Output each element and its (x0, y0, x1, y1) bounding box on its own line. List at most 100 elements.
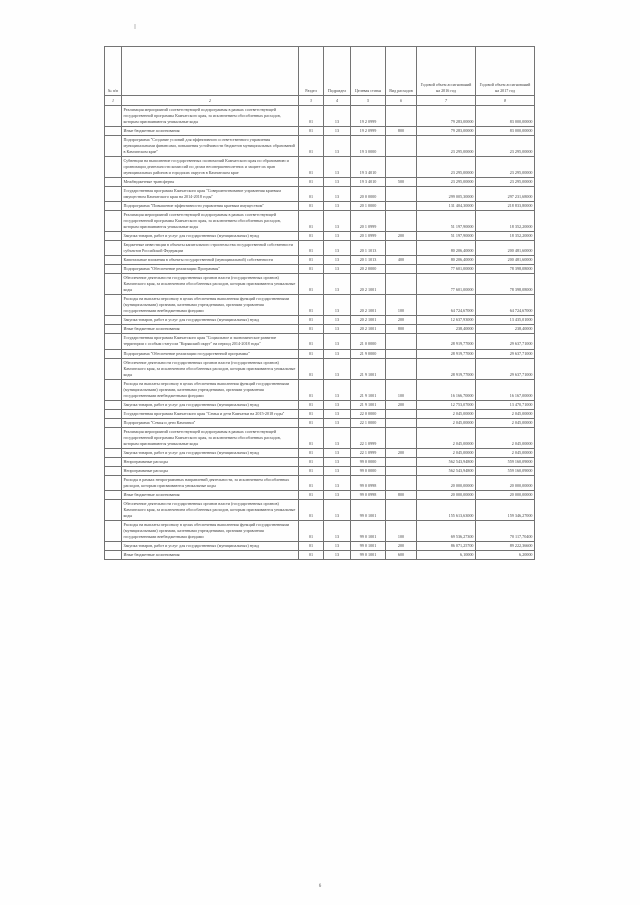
row-number (104, 357, 122, 380)
row-expense-name: Государственная программа Камчатского кр… (121, 186, 299, 203)
row-expense-name: Подпрограмма "Семья и дети Камчатки" (121, 417, 299, 428)
row-razdel: 01 (298, 333, 324, 350)
row-amount-2017: 6,20000 (475, 549, 535, 560)
row-podrazdel: 13 (323, 126, 351, 137)
row-expense-name: Расходы в рамках непрограммных направлен… (121, 474, 299, 491)
row-number (104, 456, 122, 467)
row-razdel: 01 (298, 294, 324, 317)
row-celevaya-statya: 19 3 4010 (350, 156, 386, 179)
row-podrazdel: 13 (323, 417, 351, 428)
row-number (104, 186, 122, 203)
row-number (104, 408, 122, 419)
row-podrazdel: 13 (323, 447, 351, 458)
row-podrazdel: 13 (323, 333, 351, 350)
row-vid-rashodov (385, 201, 417, 212)
row-amount-2016: 2 045,00000 (416, 447, 476, 458)
row-number (104, 498, 122, 521)
row-amount-2017: 200 481,60000 (475, 240, 535, 257)
row-expense-name: Государственная программа Камчатского кр… (121, 333, 299, 350)
row-vid-rashodov: 500 (385, 177, 417, 188)
table-row: Иные бюджетные ассигнования 01 13 19 2 0999… (104, 126, 535, 137)
row-expense-name: Закупка товаров, работ и услуг для госуд… (121, 399, 299, 410)
row-vid-rashodov (385, 426, 417, 449)
row-number (104, 540, 122, 551)
row-vid-rashodov (385, 156, 417, 179)
page-number: 6 (318, 884, 322, 889)
row-razdel: 01 (298, 315, 324, 326)
row-number (104, 324, 122, 335)
row-amount-2017: 559 160,09000 (475, 465, 535, 476)
row-podrazdel: 13 (323, 156, 351, 179)
row-podrazdel: 13 (323, 264, 351, 275)
row-podrazdel: 13 (323, 519, 351, 542)
row-number (104, 255, 122, 266)
row-podrazdel: 13 (323, 201, 351, 212)
row-amount-2017: 23 295,00000 (475, 177, 535, 188)
row-number (104, 210, 122, 233)
row-vid-rashodov (385, 333, 417, 350)
table-row: Подпрограмма "Создание условий для эффек… (104, 135, 535, 158)
table-row: Непрограммные расходы 01 13 99 0 0000 562 54… (104, 465, 535, 476)
row-celevaya-statya: 22 0 0000 (350, 408, 386, 419)
row-number (104, 294, 122, 317)
row-amount-2017: 83 000,00000 (475, 104, 535, 128)
row-vid-rashodov (385, 498, 417, 521)
row-razdel: 01 (298, 255, 324, 266)
column-number-2: 2 (121, 95, 299, 106)
row-vid-rashodov (385, 417, 417, 428)
row-expense-name: Реализация мероприятий соответствующей п… (121, 210, 299, 233)
row-podrazdel: 13 (323, 324, 351, 335)
row-expense-name: Расходы на выплаты персоналу в целях обе… (121, 519, 299, 542)
row-vid-rashodov (385, 273, 417, 296)
row-celevaya-statya: 99 0 0000 (350, 465, 386, 476)
table-row: Закупка товаров, работ и услуг для госуд… (104, 540, 535, 551)
row-amount-2016: 155 613,63000 (416, 498, 476, 521)
row-celevaya-statya: 19 2 0999 (350, 126, 386, 137)
row-celevaya-statya: 99 0 1001 (350, 519, 386, 542)
row-amount-2016: 2 045,00000 (416, 426, 476, 449)
table-row: Закупка товаров, работ и услуг для госуд… (104, 447, 535, 458)
row-expense-name: Бюджетные инвестиции в объекты капитальн… (121, 240, 299, 257)
row-razdel: 01 (298, 357, 324, 380)
row-razdel: 01 (298, 540, 324, 551)
row-vid-rashodov (385, 210, 417, 233)
row-podrazdel: 13 (323, 474, 351, 491)
row-razdel: 01 (298, 399, 324, 410)
row-amount-2016: 79 283,00000 (416, 104, 476, 128)
table-row: Расходы на выплаты персоналу в целях обе… (104, 378, 535, 401)
row-celevaya-statya: 20 2 1001 (350, 324, 386, 335)
row-amount-2016: 28 919,77000 (416, 348, 476, 359)
row-number (104, 135, 122, 158)
row-celevaya-statya: 21 9 1001 (350, 399, 386, 410)
row-vid-rashodov: 800 (385, 126, 417, 137)
row-amount-2017: 2 045,00000 (475, 447, 535, 458)
row-expense-name: Подпрограмма "Обеспечение реализации Про… (121, 264, 299, 275)
row-expense-name: Закупка товаров, работ и услуг для госуд… (121, 231, 299, 242)
row-expense-name: Закупка товаров, работ и услуг для госуд… (121, 447, 299, 458)
row-vid-rashodov (385, 104, 417, 128)
row-expense-name: Иные бюджетные ассигнования (121, 324, 299, 335)
column-header-razdel: Раздел (298, 46, 324, 96)
row-number (104, 177, 122, 188)
row-podrazdel: 13 (323, 294, 351, 317)
row-expense-name: Капитальные вложения в объекты государст… (121, 255, 299, 266)
row-amount-2017: 23 295,00000 (475, 135, 535, 158)
row-amount-2016: 69 536,27300 (416, 519, 476, 542)
table-row: Реализация мероприятий соответствующей п… (104, 210, 535, 233)
row-vid-rashodov (385, 474, 417, 491)
row-celevaya-statya: 21 9 1001 (350, 378, 386, 401)
row-amount-2016: 6,10000 (416, 549, 476, 560)
row-number (104, 489, 122, 500)
row-amount-2016: 20 000,00000 (416, 474, 476, 491)
column-header-celevaya-statya: Целевая статья (350, 46, 386, 96)
row-amount-2016: 23 295,00000 (416, 156, 476, 179)
row-razdel: 01 (298, 186, 324, 203)
table-body: Реализация мероприятий соответствующей п… (104, 104, 535, 560)
row-vid-rashodov (385, 135, 417, 158)
row-expense-name: Закупка товаров, работ и услуг для госуд… (121, 540, 299, 551)
row-expense-name: Непрограммные расходы (121, 456, 299, 467)
row-vid-rashodov (385, 264, 417, 275)
table-row: Государственная программа Камчатского кр… (104, 186, 535, 203)
row-amount-2017: 83 000,00000 (475, 126, 535, 137)
